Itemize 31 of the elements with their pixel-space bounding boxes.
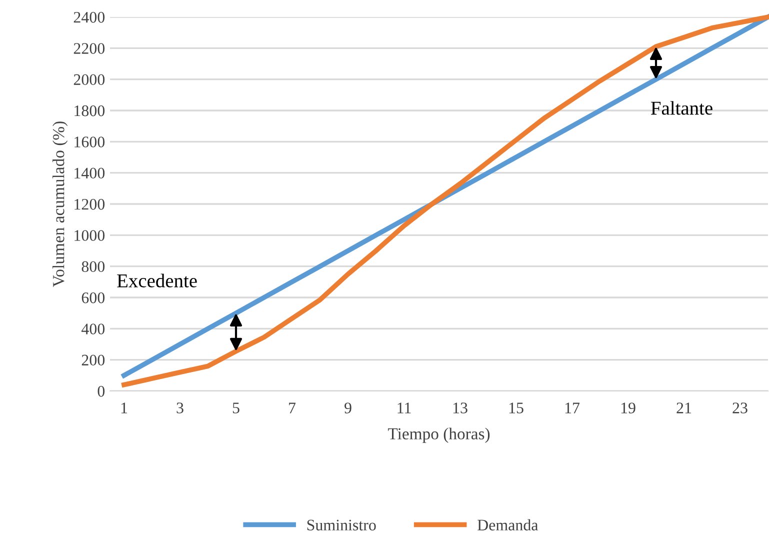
legend-label: Suministro	[307, 520, 376, 530]
x-tick-label: 17	[565, 402, 580, 414]
y-tick-label: 1800	[74, 105, 105, 116]
x-tick-label: 21	[676, 402, 692, 414]
y-tick-label: 1000	[74, 230, 105, 241]
y-tick-label: 2200	[74, 43, 105, 54]
y-tick-label: 1400	[74, 168, 105, 179]
y-tick-label: 400	[81, 324, 105, 334]
x-tick-label: 19	[621, 402, 636, 414]
y-axis-title: Volumen acumulado (%)	[52, 122, 68, 287]
x-tick-label: 1	[121, 402, 128, 414]
x-tick-label: 3	[176, 402, 184, 414]
y-tick-label: 1600	[74, 136, 105, 148]
y-tick-label: 0	[98, 386, 105, 397]
x-tick-label: 7	[289, 402, 296, 414]
y-tick-label: 600	[82, 292, 105, 304]
x-tick-label: 11	[398, 402, 411, 414]
x-tick-label: 15	[509, 402, 524, 414]
legend-label: Demanda	[478, 519, 538, 530]
x-tick-label: 9	[344, 402, 352, 414]
x-tick-label: 23	[732, 402, 748, 414]
y-tick-label: 2400	[74, 12, 105, 23]
y-tick-label: 1200	[74, 198, 105, 210]
x-tick-label: 5	[232, 402, 240, 414]
y-tick-label: 800	[82, 261, 105, 272]
annotation: Faltante	[651, 101, 712, 115]
x-tick-label: 13	[453, 402, 468, 414]
y-tick-label: 2000	[74, 74, 105, 86]
x-axis-title: Tiempo (horas)	[388, 428, 490, 443]
annotation: Excedente	[117, 274, 197, 288]
y-tick-label: 200	[82, 354, 105, 366]
